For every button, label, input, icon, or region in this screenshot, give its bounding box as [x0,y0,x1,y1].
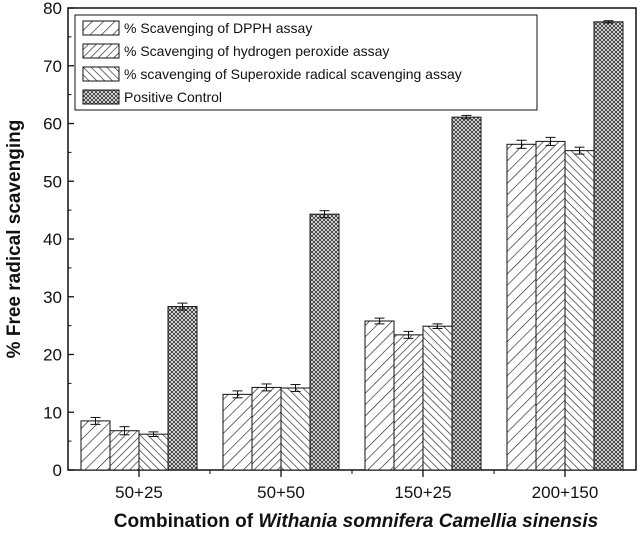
y-tick-label: 70 [43,57,62,76]
legend-label-positive-control: Positive Control [124,89,222,105]
bar [593,21,624,471]
y-tick-label: 0 [53,461,62,480]
bar [280,387,311,471]
x-axis-title-italic: Withania somnifera Camellia sinensis [258,511,598,532]
y-axis: 0 10 20 30 40 50 60 70 80 [43,0,74,480]
x-tick-label: 150+25 [394,483,451,502]
legend-swatch-superoxide [82,66,120,82]
legend-box [74,14,538,111]
legend-label-dpph: % Scavenging of DPPH assay [124,20,312,36]
x-axis: 50+25 50+50 150+25 200+150 [115,470,598,502]
bars-layer [80,20,624,471]
y-tick-label: 10 [43,403,62,422]
bar [535,140,566,471]
y-tick-label: 60 [43,115,62,134]
legend-swatch-positive-control [82,89,120,105]
legend-swatch-hydrogen-peroxide [82,43,120,59]
bar [364,320,395,471]
y-tick-label: 50 [43,172,62,191]
x-axis-title-prefix: Combination of [114,511,259,532]
bar [309,213,340,471]
legend-swatch-dpph [82,20,120,36]
legend-item-dpph: % Scavenging of DPPH assay [82,20,312,36]
bar [222,393,253,471]
bar [109,430,140,471]
bar [422,325,453,471]
legend-label-superoxide: % scavenging of Superoxide radical scave… [124,66,462,82]
legend-label-hydrogen-peroxide: % Scavenging of hydrogen peroxide assay [124,43,389,59]
y-tick-label: 20 [43,346,62,365]
bar [138,433,169,471]
bar [251,386,282,471]
legend-item-positive-control: Positive Control [82,89,222,105]
x-tick-label: 50+50 [257,483,305,502]
bar [167,306,198,471]
legend-item-superoxide: % scavenging of Superoxide radical scave… [82,66,462,82]
bar [80,420,111,471]
bar [393,334,424,471]
legend-item-hydrogen-peroxide: % Scavenging of hydrogen peroxide assay [82,43,389,59]
x-tick-label: 200+150 [532,483,599,502]
y-tick-label: 80 [43,0,62,18]
x-axis-title: Combination of Withania somnifera Camell… [114,511,598,532]
bar [564,150,595,471]
x-tick-label: 50+25 [115,483,163,502]
bar [451,116,482,471]
y-tick-label: 30 [43,288,62,307]
y-tick-label: 40 [43,230,62,249]
legend: % Scavenging of DPPH assay % Scavenging … [74,14,538,111]
bar [506,143,537,471]
y-axis-title: % Free radical scavenging [4,120,25,359]
